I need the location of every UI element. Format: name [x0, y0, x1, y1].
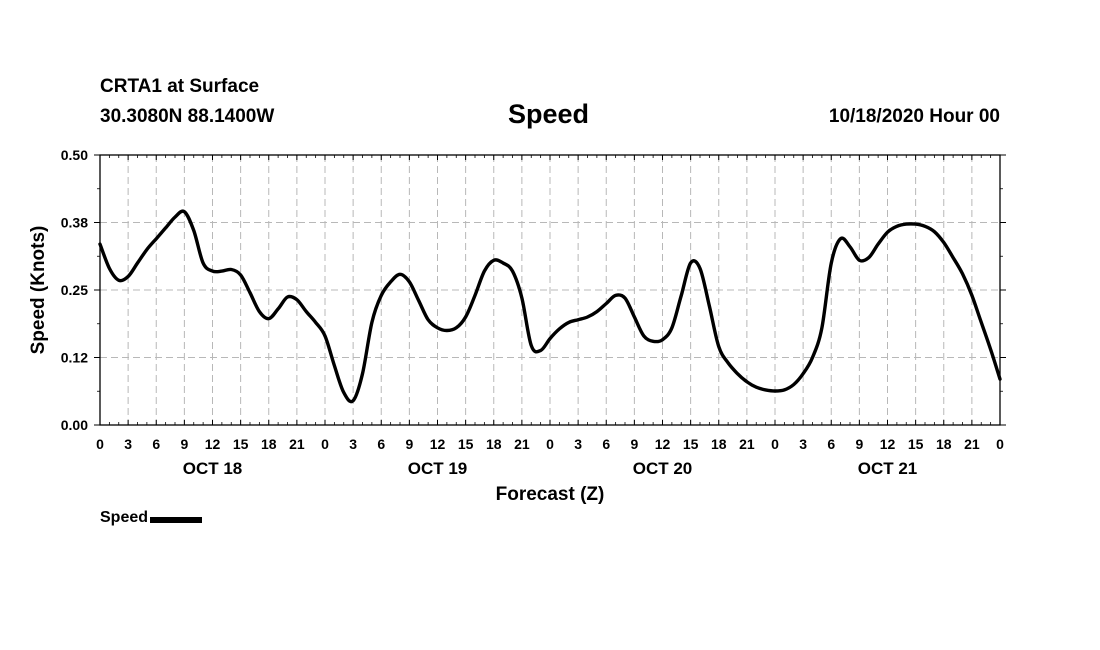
x-tick-label: 0 [996, 436, 1004, 452]
x-tick-label: 15 [458, 436, 474, 452]
x-tick-label: 0 [321, 436, 329, 452]
x-tick-label: 6 [827, 436, 835, 452]
x-tick-label: 15 [908, 436, 924, 452]
x-tick-label: 18 [936, 436, 952, 452]
station-label: CRTA1 at Surface [100, 76, 260, 97]
x-tick-label: 3 [799, 436, 807, 452]
x-tick-label: 12 [430, 436, 446, 452]
x-tick-label: 12 [655, 436, 671, 452]
x-tick-label: 3 [349, 436, 357, 452]
y-tick-label: 0.50 [61, 147, 88, 163]
x-tick-label: 3 [574, 436, 582, 452]
forecast-datetime: 10/18/2020 Hour 00 [828, 106, 1000, 127]
x-tick-label: 0 [771, 436, 779, 452]
day-label: OCT 21 [858, 459, 918, 478]
x-tick-label: 15 [233, 436, 249, 452]
x-tick-label: 21 [289, 436, 305, 452]
x-tick-label: 9 [630, 436, 638, 452]
x-tick-label: 6 [377, 436, 385, 452]
plot-title: Speed [508, 99, 590, 129]
x-tick-label: 9 [405, 436, 413, 452]
tick-layer [94, 154, 1006, 426]
legend: Speed [100, 509, 203, 527]
day-label: OCT 19 [408, 459, 468, 478]
coordinates-label: 30.3080N 88.1400W [100, 106, 275, 127]
x-tick-label: 6 [152, 436, 160, 452]
x-tick-label: 9 [855, 436, 863, 452]
x-tick-label: 3 [124, 436, 132, 452]
x-tick-label: 12 [205, 436, 221, 452]
day-label: OCT 20 [633, 459, 693, 478]
x-tick-label: 12 [880, 436, 896, 452]
x-tick-label: 15 [683, 436, 699, 452]
x-axis-label: Forecast (Z) [496, 484, 605, 505]
y-axis-label: Speed (Knots) [28, 226, 49, 355]
x-tick-label: 21 [964, 436, 980, 452]
y-tick-label: 0.25 [61, 282, 88, 298]
legend-swatch [150, 516, 203, 523]
x-tick-label: 9 [180, 436, 188, 452]
speed-series-line [98, 209, 1002, 404]
y-tick-label: 0.38 [61, 215, 88, 231]
x-tick-label: 0 [546, 436, 554, 452]
legend-label: Speed [100, 509, 149, 526]
y-tick-label: 0.12 [61, 350, 88, 366]
label-layer: Speed (Knots) Forecast (Z) 0 3 6 9 12 15 18 21 0… [28, 147, 1004, 505]
x-tick-label: 21 [514, 436, 530, 452]
x-tick-label: 21 [739, 436, 755, 452]
x-tick-label: 18 [261, 436, 277, 452]
day-label: OCT 18 [183, 459, 243, 478]
y-tick-label: 0.00 [61, 417, 88, 433]
x-tick-label: 18 [486, 436, 502, 452]
x-tick-label: 0 [96, 436, 104, 452]
x-tick-label: 6 [602, 436, 610, 452]
x-tick-label: 18 [711, 436, 727, 452]
grid-layer [100, 155, 1000, 425]
